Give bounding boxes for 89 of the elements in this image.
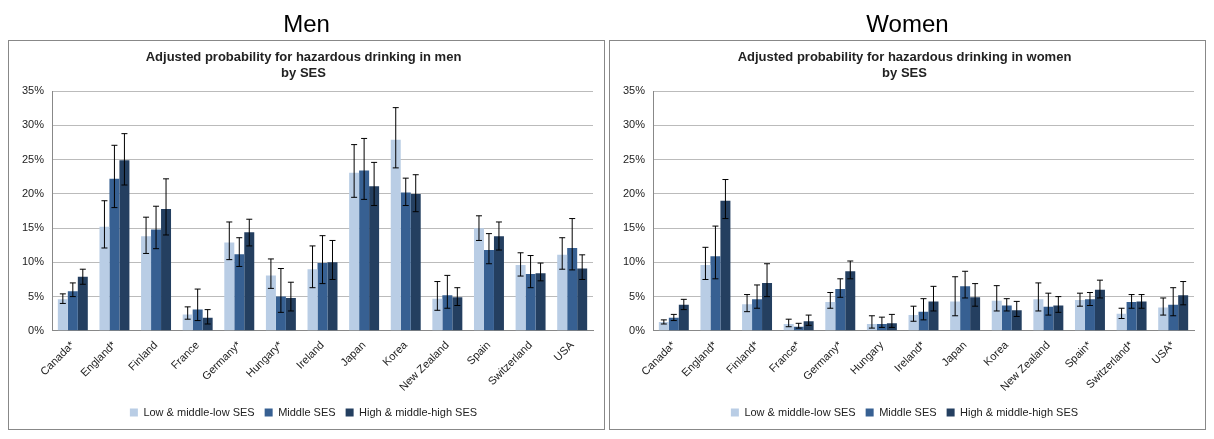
bar [991,300,1002,331]
bar [525,274,536,331]
bar [908,315,919,331]
bar [265,275,276,331]
bar [1053,305,1064,331]
y-tick-label: 15% [21,221,45,234]
bar [493,236,504,331]
bar [1168,304,1179,331]
y-tick-label: 30% [21,118,45,131]
y-tick-label: 10% [622,255,646,268]
bar [57,299,68,331]
bar [224,242,235,331]
y-tick-label: 20% [21,186,45,199]
bar [400,192,411,331]
bar [567,247,578,331]
bar [762,282,773,331]
y-tick-label: 5% [28,289,45,302]
y-tick-label: 20% [622,186,646,199]
bar [390,139,401,331]
bar [1126,302,1137,331]
y-tick-label: 30% [622,118,646,131]
bar [483,250,494,331]
bar [1011,310,1022,331]
bar [77,276,88,331]
bar [1178,295,1189,331]
bar [577,268,588,331]
bar [119,160,130,331]
chart-subtitle: Adjusted probability for hazardous drinking in men by SES [145,49,462,80]
bar [161,208,172,331]
y-tick-label: 0% [28,323,45,336]
bar [960,286,971,331]
bar [845,271,856,331]
bar [349,172,360,331]
bar [67,291,78,331]
bar [410,193,421,331]
chart-subtitle: Adjusted probability for hazardous drinking in women by SES [737,49,1072,80]
bar [109,178,120,331]
bar [835,289,846,331]
bar [317,263,328,331]
x-tick-label: USA [551,338,577,364]
bar [234,254,245,331]
y-tick-label: 5% [629,289,646,302]
chart-title: Men [283,9,330,39]
y-tick-label: 25% [21,152,45,165]
bar [182,314,193,331]
bar [307,269,318,331]
y-tick-label: 10% [21,255,45,268]
bar [244,232,255,331]
y-tick-label: 0% [629,323,646,336]
y-tick-label: 35% [622,84,646,97]
bar [535,273,546,331]
bar [442,295,453,331]
bar [99,226,110,331]
bar [432,298,443,331]
bar [473,228,484,331]
bar [515,265,526,331]
chart-title: Women [866,9,949,39]
bar [970,297,981,331]
bar [752,299,763,331]
bar [710,256,721,331]
bar [359,170,370,331]
bar [141,236,152,331]
bar [1094,289,1105,331]
bar [1084,299,1095,331]
legend-label: Middle SES [278,405,336,418]
bar [1043,306,1054,331]
legend-label: Low & middle-low SES [143,405,255,418]
bar [151,229,162,331]
bar [742,304,753,331]
bar [1074,300,1085,331]
legend-label: High & middle-high SES [960,405,1079,418]
y-tick-label: 25% [622,152,646,165]
bar [1116,313,1127,331]
y-tick-label: 15% [622,221,646,234]
bar [1136,301,1147,331]
bar [825,302,836,331]
bar [700,265,711,331]
legend-label: High & middle-high SES [359,405,478,418]
bar [678,304,689,331]
y-tick-label: 35% [21,84,45,97]
legend-label: Low & middle-low SES [744,405,856,418]
bar [557,254,568,331]
legend-label: Middle SES [879,405,937,418]
bar [668,317,679,331]
bar [369,186,380,331]
bar [720,200,731,331]
bar [1001,305,1012,331]
bar [1033,299,1044,331]
bar [452,297,463,331]
